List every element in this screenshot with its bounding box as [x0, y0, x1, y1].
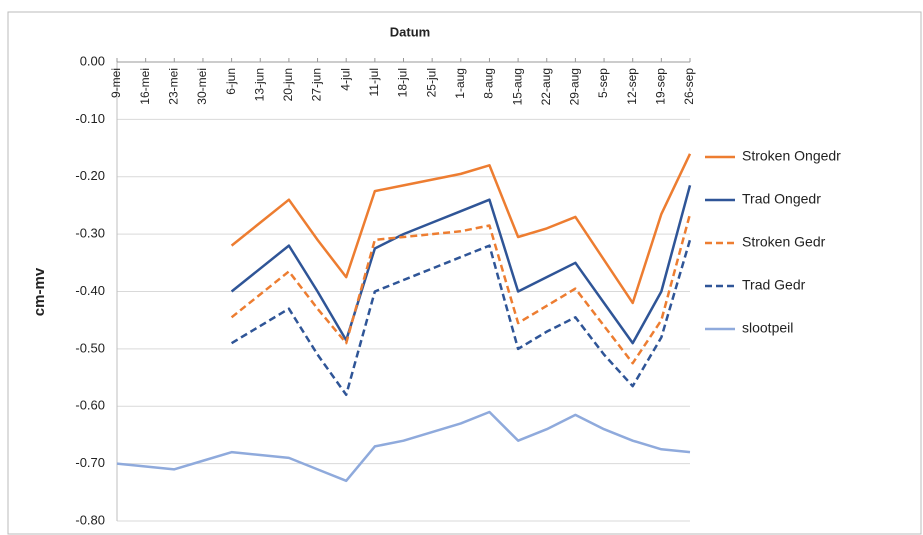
- x-tick-label: 30-mei: [195, 68, 209, 105]
- y-tick-label: -0.30: [75, 226, 105, 241]
- x-tick-label: 5-sep: [596, 68, 610, 98]
- chart-border: [7, 11, 922, 535]
- series-line: [116, 410, 691, 483]
- y-tick-label: 0.00: [80, 53, 105, 68]
- y-tick-label: -0.50: [75, 340, 105, 355]
- y-tick-label: -0.40: [75, 283, 105, 298]
- series-line: [230, 239, 692, 397]
- x-tick-label: 16-mei: [138, 68, 152, 105]
- x-tick-label: 25-jul: [424, 68, 438, 97]
- series-line: [230, 185, 692, 345]
- legend-label: slootpeil: [742, 320, 793, 336]
- x-tick-label: 13-jun: [252, 68, 266, 101]
- x-tick-label: 15-aug: [510, 68, 524, 105]
- x-tick-label: 18-jul: [396, 68, 410, 97]
- y-tick-label: -0.80: [75, 512, 105, 527]
- y-tick-label: -0.70: [75, 455, 105, 470]
- x-tick-label: 1-aug: [453, 68, 467, 99]
- legend-label: Stroken Ongedr: [742, 148, 841, 164]
- x-tick-label: 26-sep: [682, 68, 696, 105]
- legend-label: Stroken Gedr: [742, 234, 826, 250]
- x-axis-title: Datum: [390, 24, 430, 39]
- x-tick-label: 19-sep: [654, 68, 668, 105]
- x-tick-label: 12-sep: [625, 68, 639, 105]
- y-tick-label: -0.10: [75, 111, 105, 126]
- legend-label: Trad Ongedr: [742, 191, 821, 207]
- y-tick-label: -0.60: [75, 398, 105, 413]
- legend-label: Trad Gedr: [742, 277, 806, 293]
- y-tick-label: -0.20: [75, 168, 105, 183]
- x-tick-label: 9-mei: [109, 68, 123, 98]
- x-tick-label: 23-mei: [166, 68, 180, 105]
- series-line: [230, 153, 692, 305]
- x-tick-label: 20-jun: [281, 68, 295, 101]
- x-tick-label: 6-jun: [224, 68, 238, 95]
- x-tick-label: 29-aug: [568, 68, 582, 105]
- x-tick-label: 8-aug: [482, 68, 496, 99]
- x-tick-label: 22-aug: [539, 68, 553, 105]
- x-tick-label: 27-jun: [310, 68, 324, 101]
- x-tick-label: 11-jul: [367, 68, 381, 96]
- y-axis-title: cm-mv: [31, 267, 48, 316]
- x-tick-label: 4-jul: [338, 68, 352, 91]
- series-line: [230, 213, 692, 365]
